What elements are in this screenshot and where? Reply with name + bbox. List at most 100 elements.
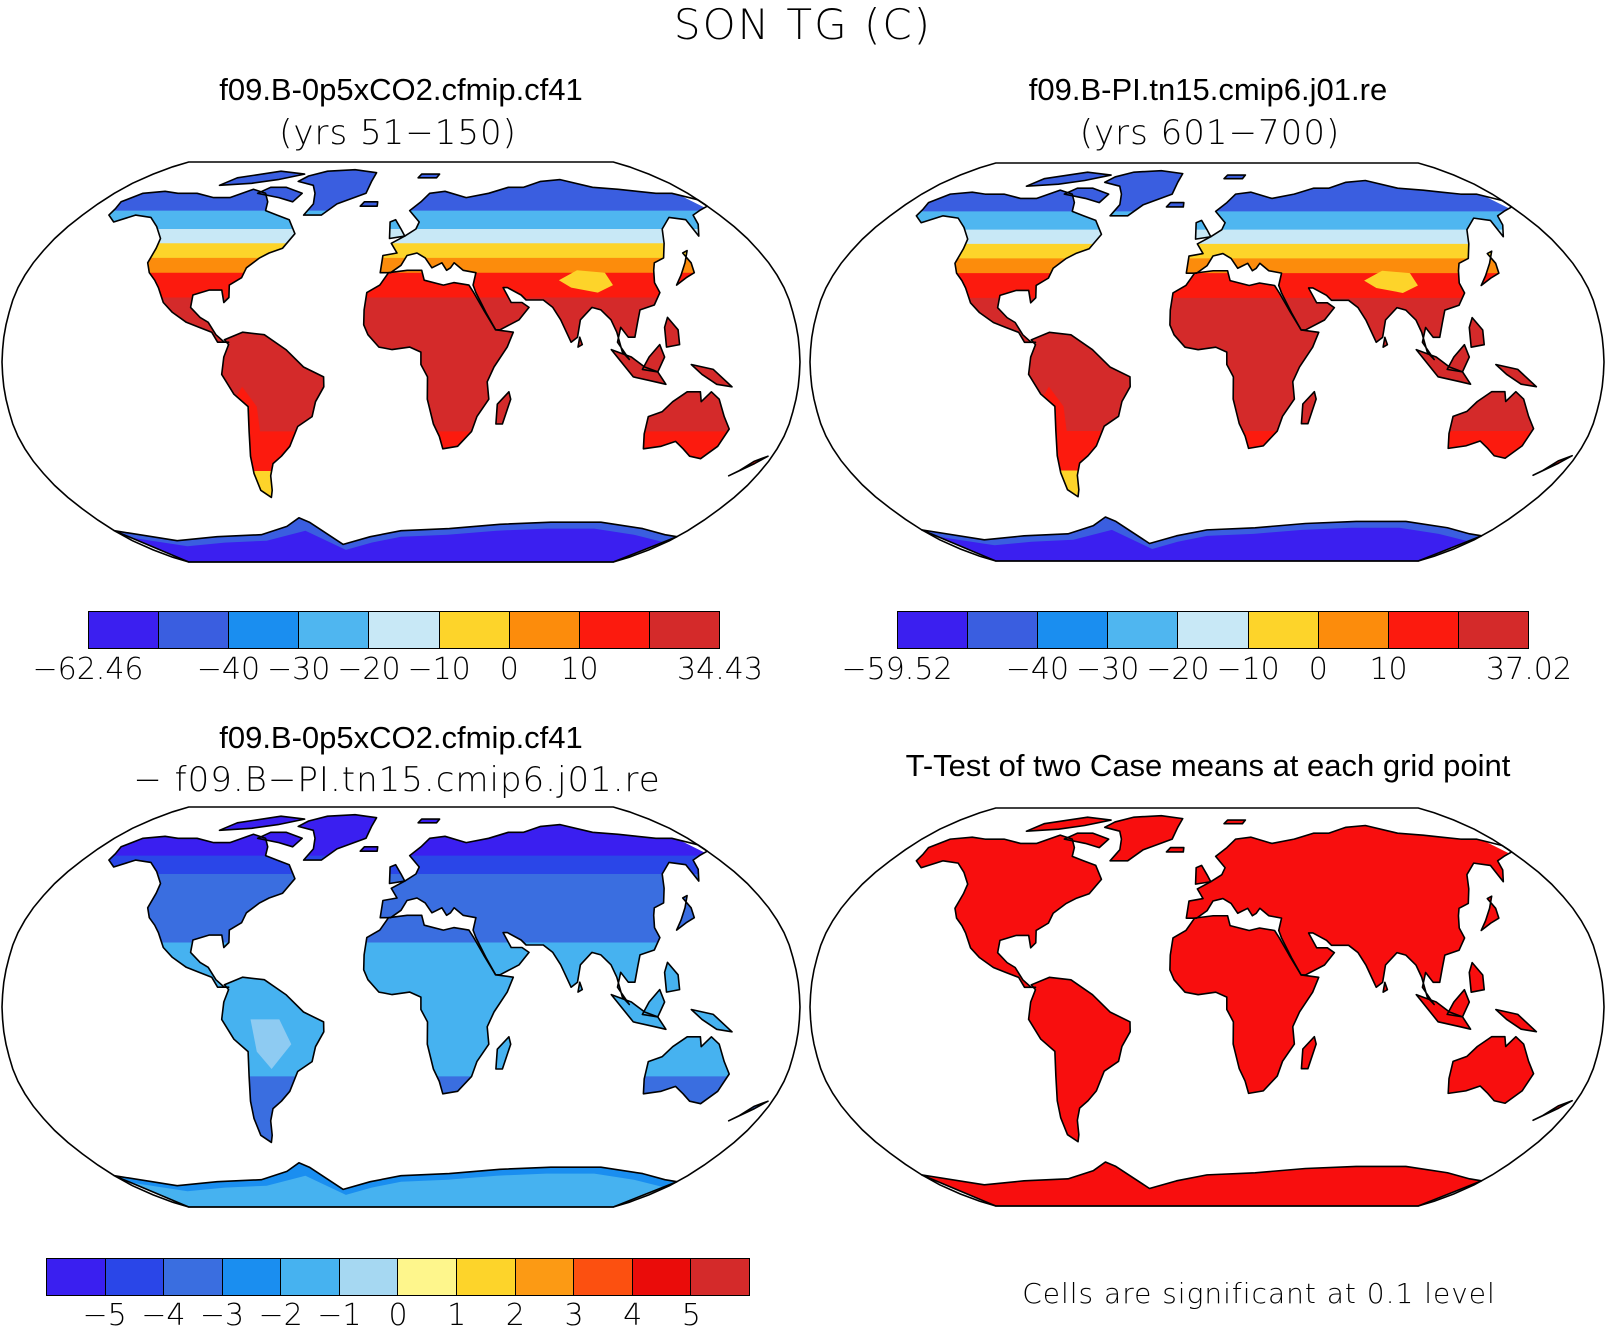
coastline [641,988,666,1018]
colorbar-swatch [47,1259,106,1295]
coastline [1447,1035,1535,1105]
colorbar-tick-label: 1 [447,1298,467,1333]
colorbar-swatch [1038,612,1109,648]
colorbar-tick-label: 37.02 [1486,652,1572,687]
coastline [379,823,708,1006]
colorbar-swatch [339,1259,399,1295]
colorbar-swatch [632,1259,692,1295]
coastline [1532,1099,1573,1122]
coastline [1103,169,1184,217]
colorbar-swatch [649,612,719,648]
colorbar-panel-2 [897,611,1529,649]
coastline [663,316,681,348]
colorbar-swatch [439,612,510,648]
coastline [1532,454,1573,477]
coastline [379,178,708,361]
coastline [642,1036,730,1105]
colorbar-tick-label: −30 [1076,652,1140,687]
map-background [2,807,800,1207]
coastline [1468,316,1486,348]
globe-outline [809,162,1605,562]
colorbar-panel-3 [46,1258,750,1296]
colorbar-tick-label: −30 [267,652,331,687]
coastline [1103,814,1184,862]
colorbar-swatch [105,1259,165,1295]
coastline [675,894,696,931]
coastline [1185,824,1513,1006]
colorbar-tick-label: −62.46 [32,652,144,687]
map-panel-1 [1,161,801,563]
colorbar-tick-label: −3 [199,1298,245,1333]
map-background [809,163,1605,562]
colorbar-tick-label: 0 [1308,652,1328,687]
colorbar-panel-1 [88,611,720,649]
colorbar-swatch [579,612,650,648]
coastline [362,914,515,1095]
colorbar-tick-label: −4 [141,1298,186,1333]
coastline [256,831,303,848]
panel-1-subtitle: (yrs 51−150) [279,113,517,153]
figure-title: SON TG (C) [673,0,933,49]
coastline [1063,187,1110,204]
globe-outline [1,806,801,1208]
colorbar-swatch [281,1259,340,1295]
coastline [727,1100,769,1122]
coastline [256,186,303,203]
coastline [359,846,379,852]
coastline [1382,336,1389,348]
colorbar-swatch [222,1259,282,1295]
coastline [362,269,515,450]
colorbar-swatch [398,1259,458,1295]
colorbar-swatch [574,1259,633,1295]
colorbar-tick-label: 2 [505,1298,525,1333]
globe-outline [809,807,1605,1207]
colorbar-swatch [1108,612,1179,648]
colorbar-swatch [299,612,370,648]
coastline [1063,832,1110,849]
colorbar-tick-label: 10 [560,652,599,687]
coastline [1480,895,1500,932]
coastline [297,168,378,216]
coastline [388,863,406,885]
coastline [495,1036,512,1070]
colorbar-swatch [1388,612,1459,648]
coastline [1169,914,1320,1095]
colorbar-swatch [1458,612,1528,648]
coastline [642,391,730,460]
colorbar-tick-label: 0 [499,652,519,687]
panel-2-subtitle: (yrs 601−700) [1079,113,1341,153]
coastline [1300,390,1317,425]
colorbar-tick-label: −10 [407,652,471,687]
coastline [690,1008,733,1033]
coastline [1194,864,1212,885]
panel-1-title: f09.B-0p5xCO2.cfmip.cf41 [219,72,583,107]
coastline [727,455,769,477]
map-background [2,162,800,562]
globe-outline [1,161,801,563]
coastline [1185,179,1513,361]
colorbar-tick-label: 4 [623,1298,643,1333]
coastline [1027,331,1131,498]
coastline [1223,174,1247,180]
coastline [1446,988,1471,1018]
map-panel-2 [809,162,1605,562]
coastline [1495,1008,1538,1033]
coastline [577,981,584,993]
coastline [1468,961,1486,993]
coastline [690,363,733,388]
colorbar-swatch [164,1259,223,1295]
colorbar-tick-label: −40 [1005,652,1070,687]
coastline [220,976,325,1144]
coastline [1169,269,1320,450]
coastline [920,1161,1483,1207]
colorbar-swatch [968,612,1039,648]
coastline [1447,390,1535,460]
coastline [297,813,378,861]
colorbar-tick-label: −5 [82,1298,127,1333]
panel-4-title: T-Test of two Case means at each grid po… [905,748,1511,783]
coastline [1025,816,1112,832]
coastline [1025,171,1112,187]
coastline [663,961,681,993]
coastline [1446,343,1471,373]
coastline [1223,819,1247,825]
